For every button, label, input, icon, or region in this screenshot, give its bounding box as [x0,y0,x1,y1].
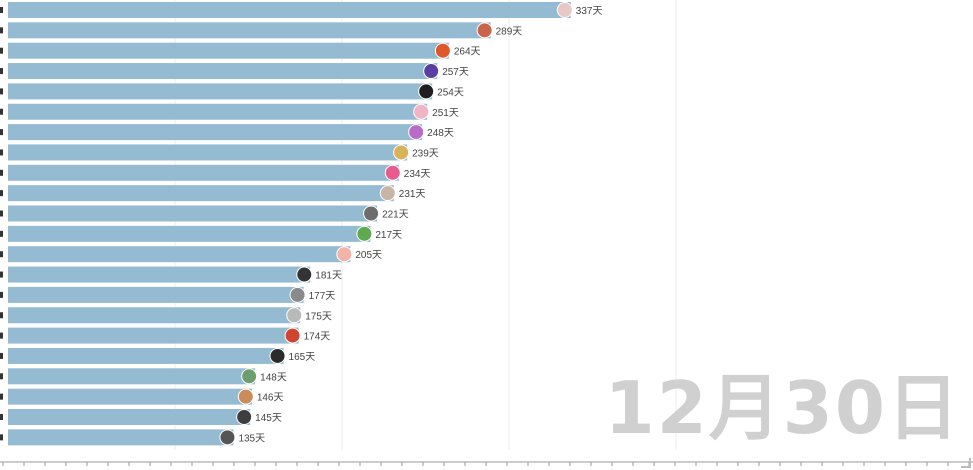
value-label-11: 221天 [382,210,409,221]
category-label-fragment-22 [0,434,3,441]
bar-5 [8,83,433,100]
bar-12 [8,225,371,242]
avatar-icon-3 [434,42,451,59]
value-label-20: 146天 [257,393,284,404]
category-label-fragment-2 [0,27,3,34]
date-label: 12月30日 [604,366,961,450]
value-label-10: 231天 [399,189,426,200]
avatar-icon-11 [363,205,380,222]
category-label-fragment-1 [0,7,3,13]
avatar-icon-22 [219,429,236,446]
bar-22 [8,429,234,446]
avatar-icon-12 [356,225,373,242]
resize-grip-icon [961,458,971,468]
category-label-fragment-21 [0,414,3,420]
value-label-14: 181天 [315,271,342,282]
category-label-fragment-4 [0,68,3,75]
value-label-4: 257天 [442,67,469,78]
avatar-icon-14 [296,266,313,283]
avatar-icon-16 [286,307,303,324]
value-label-3: 264天 [454,47,481,58]
avatar-icon-17 [284,327,301,344]
value-label-9: 234天 [404,169,431,180]
category-label-fragment-12 [0,230,3,237]
value-label-12: 217天 [375,230,402,241]
value-label-18: 165天 [289,352,316,363]
category-label-fragment-15 [0,291,3,298]
bar-4 [8,63,438,80]
avatar-icon-13 [336,246,353,263]
value-label-5: 254天 [437,87,464,98]
value-label-22: 135天 [238,433,265,444]
avatar-icon-8 [393,144,410,161]
bar-18 [8,347,284,364]
avatar-icon-2 [476,22,493,39]
bar-13 [8,246,351,263]
category-label-fragment-8 [0,149,3,156]
avatar-icon-5 [418,83,435,100]
category-label-fragment-20 [0,393,3,400]
avatar-icon-1 [556,2,573,18]
bar-8 [8,144,408,161]
bar-21 [8,409,251,425]
category-label-fragment-18 [0,352,3,359]
bar-11 [8,205,378,222]
bar-16 [8,307,301,324]
bar-10 [8,185,394,202]
bar-3 [8,42,449,59]
category-label-fragment-13 [0,251,3,258]
avatar-icon-19 [241,368,258,385]
bar-9 [8,164,399,181]
value-label-16: 175天 [305,311,332,322]
bar-20 [8,388,252,405]
category-label-fragment-17 [0,332,3,339]
category-label-fragment-7 [0,129,3,136]
avatar-icon-21 [236,409,253,425]
value-label-1: 337天 [576,6,603,17]
category-label-fragment-3 [0,47,3,54]
bar-15 [8,286,304,303]
category-label-fragment-10 [0,190,3,197]
value-label-13: 205天 [355,250,382,261]
value-label-15: 177天 [309,291,336,302]
avatar-icon-18 [269,347,286,364]
value-label-17: 174天 [304,332,331,343]
category-label-fragment-14 [0,271,3,278]
avatar-icon-20 [237,388,254,405]
bar-7 [8,124,423,141]
bar-6 [8,103,428,120]
value-label-7: 248天 [427,128,454,139]
value-label-21: 145天 [255,413,282,424]
value-label-6: 251天 [432,108,459,119]
value-label-8: 239天 [412,148,439,159]
category-label-fragment-16 [0,312,3,319]
category-label-fragment-11 [0,210,3,217]
category-label-fragment-9 [0,169,3,176]
category-label-fragment-19 [0,373,3,380]
avatar-icon-7 [408,124,425,141]
avatar-icon-10 [379,185,396,202]
bar-1 [8,2,571,18]
avatar-icon-15 [289,286,306,303]
avatar-icon-4 [423,63,440,80]
avatar-icon-6 [413,103,430,120]
value-label-2: 289天 [496,26,523,37]
category-label-fragment-6 [0,108,3,115]
bar-19 [8,368,256,385]
bar-14 [8,266,311,283]
bar-2 [8,22,491,39]
avatar-icon-9 [384,164,401,181]
bar-17 [8,327,299,344]
category-label-fragment-5 [0,88,3,95]
value-label-19: 148天 [260,372,287,383]
